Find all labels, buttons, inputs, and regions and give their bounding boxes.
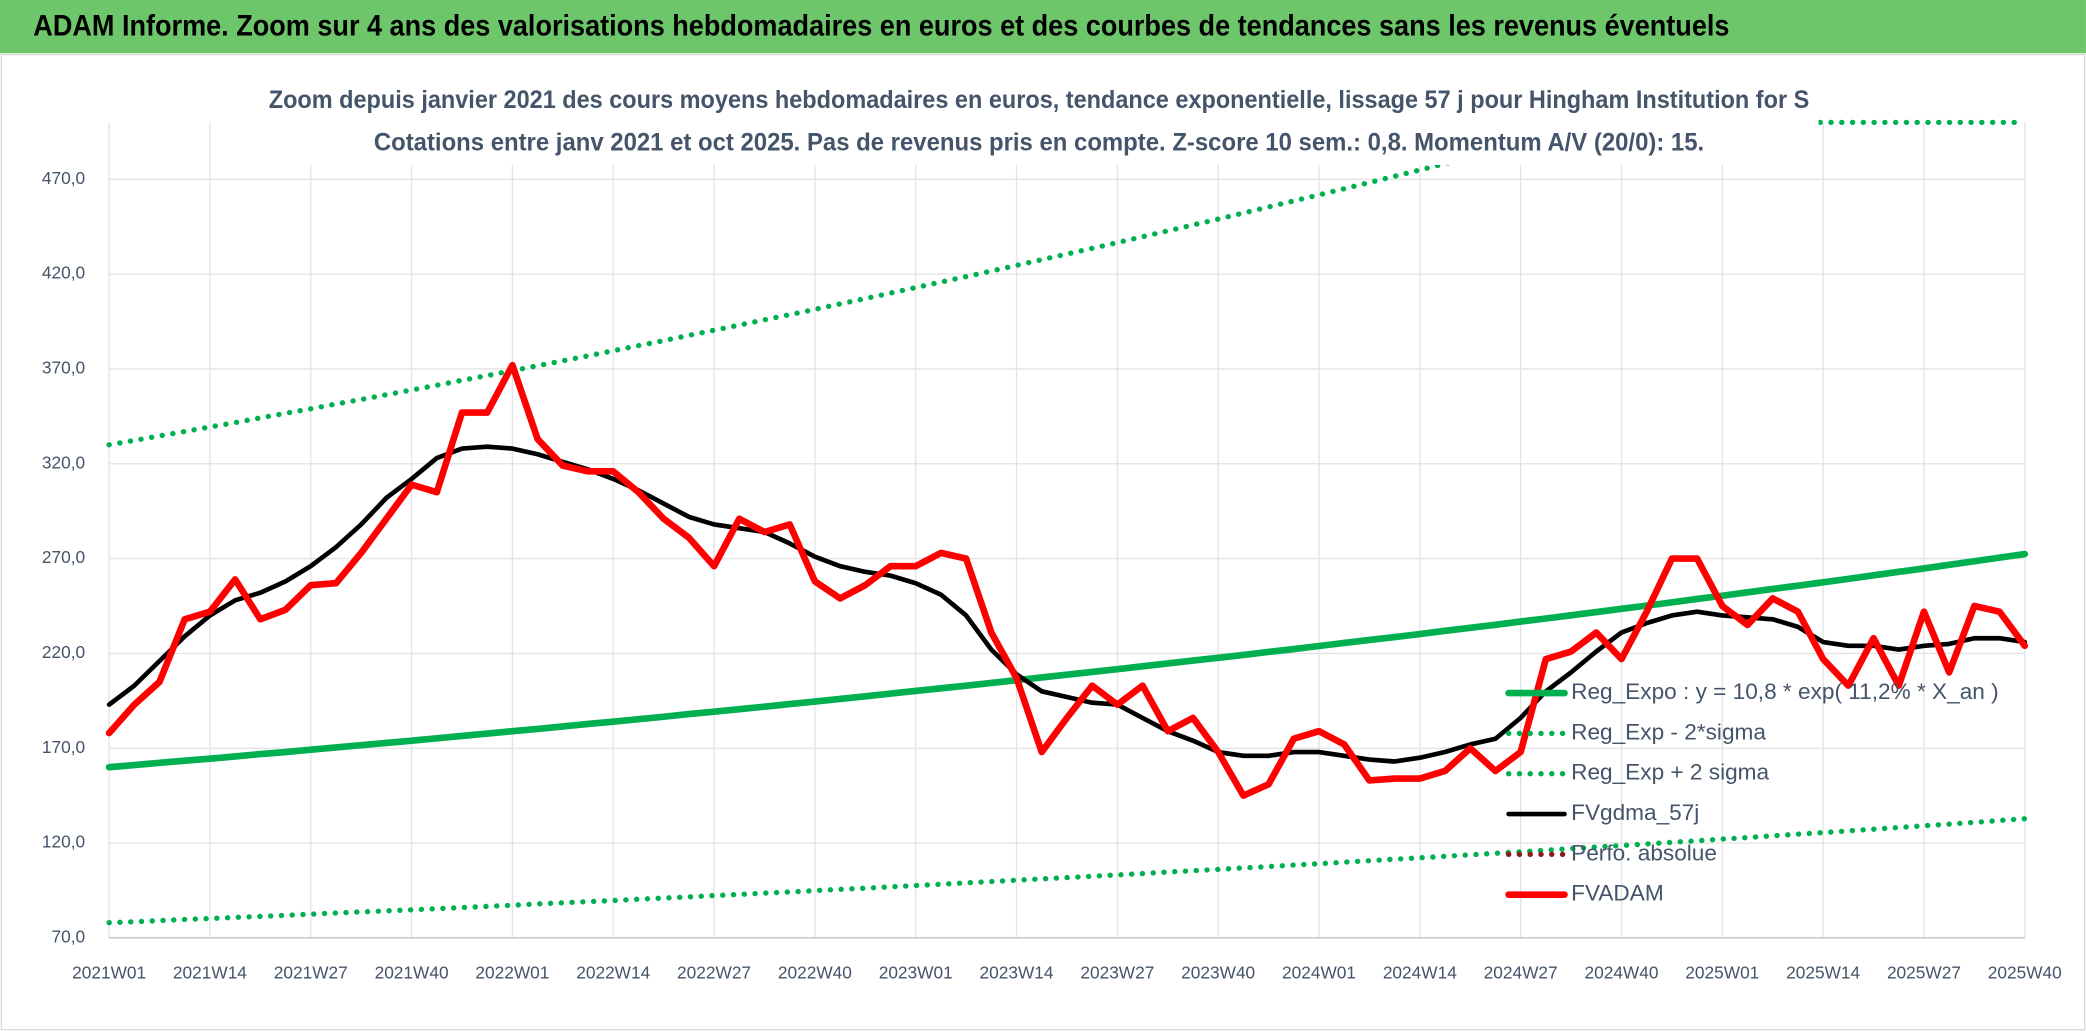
x-tick-label: 2023W01 xyxy=(879,962,953,982)
x-tick-label: 2025W14 xyxy=(1786,962,1860,982)
y-tick-label: 420,0 xyxy=(42,263,85,283)
series-line xyxy=(105,361,2029,799)
y-tick-label: 270,0 xyxy=(42,547,85,567)
x-tick-label: 2024W40 xyxy=(1584,962,1658,982)
y-tick-label: 170,0 xyxy=(42,737,85,757)
series-line xyxy=(106,816,2028,926)
y-tick-label: 320,0 xyxy=(42,452,85,472)
x-tick-label: 2021W01 xyxy=(72,962,146,982)
x-tick-label: 2021W27 xyxy=(274,962,348,982)
header-title: ADAM Informe. Zoom sur 4 ans des valoris… xyxy=(33,11,1729,43)
plot-area: 70,0 120,0 170,0 220,0 270,0 320,0 370,0 420,0 4… xyxy=(42,119,2062,982)
x-tick-label: 2021W14 xyxy=(173,962,247,982)
x-tick-label: 2022W40 xyxy=(778,962,852,982)
legend-label: FVADAM xyxy=(1571,881,1664,906)
x-tick-label: 2024W27 xyxy=(1484,962,1558,982)
legend: Reg_Expo : y = 10,8 * exp( 11,2% * X_an … xyxy=(1505,679,1999,906)
x-tick-label: 2024W14 xyxy=(1383,962,1457,982)
legend-label: Reg_Exp + 2 sigma xyxy=(1571,760,1769,785)
legend-label: Perfo. absolue xyxy=(1571,840,1717,865)
x-tick-label: 2025W40 xyxy=(1988,962,2062,982)
header-bar xyxy=(0,0,2086,54)
x-tick-label: 2023W27 xyxy=(1080,962,1154,982)
title-background xyxy=(259,77,1819,165)
y-tick-label: 220,0 xyxy=(42,642,85,662)
y-tick-label: 70,0 xyxy=(52,926,86,946)
x-tick-label: 2024W01 xyxy=(1282,962,1356,982)
chart-subtitle: Cotations entre janv 2021 et oct 2025. P… xyxy=(374,128,1704,156)
series-line xyxy=(106,444,2028,764)
x-tick-label: 2022W27 xyxy=(677,962,751,982)
series-line xyxy=(106,119,2028,448)
chart-title: Zoom depuis janvier 2021 des cours moyen… xyxy=(269,86,1810,114)
y-tick-label: 120,0 xyxy=(42,832,85,852)
y-tick-label: 470,0 xyxy=(42,168,85,188)
x-tick-label: 2021W40 xyxy=(375,962,449,982)
x-tick-label: 2023W40 xyxy=(1181,962,1255,982)
x-tick-label: 2023W14 xyxy=(980,962,1054,982)
chart-border xyxy=(0,53,2086,1031)
series-line xyxy=(105,550,2029,771)
legend-label: Reg_Exp - 2*sigma xyxy=(1571,719,1766,744)
x-tick-label: 2025W01 xyxy=(1685,962,1759,982)
legend-label: Reg_Expo : y = 10,8 * exp( 11,2% * X_an … xyxy=(1571,679,1999,704)
x-tick-label: 2022W14 xyxy=(576,962,650,982)
legend-label: FVgdma_57j xyxy=(1571,800,1699,825)
x-tick-label: 2025W27 xyxy=(1887,962,1961,982)
x-tick-label: 2022W01 xyxy=(475,962,549,982)
y-tick-label: 370,0 xyxy=(42,357,85,377)
